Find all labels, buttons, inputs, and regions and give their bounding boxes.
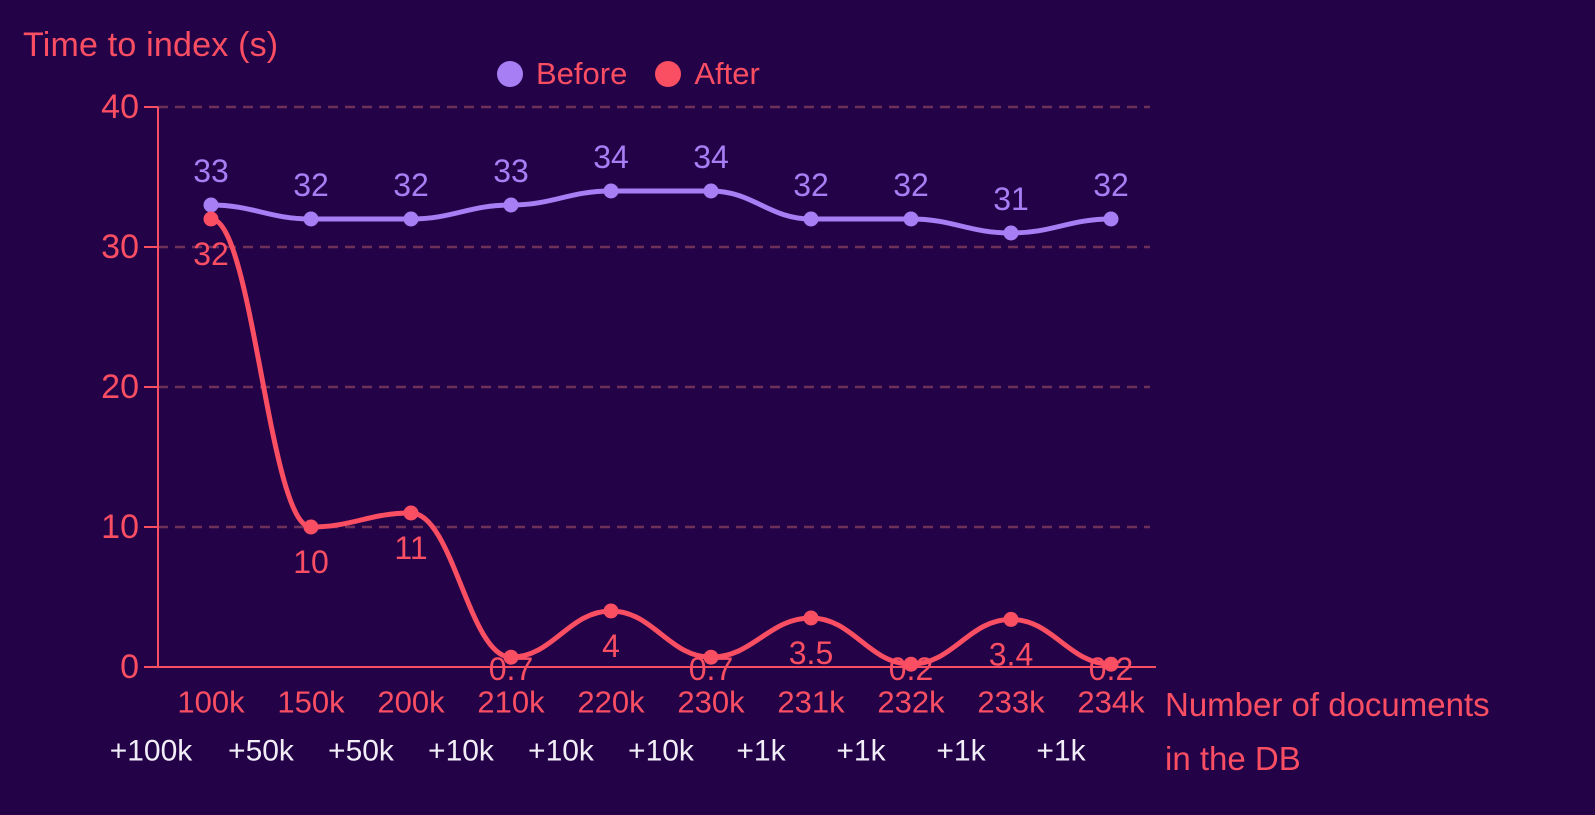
data-label-before: 32 — [793, 167, 829, 203]
delta-label: +1k — [1036, 735, 1086, 768]
data-label-before: 31 — [993, 181, 1029, 217]
legend-item-before: Before — [497, 56, 627, 92]
y-tick-label: 20 — [101, 368, 139, 406]
data-point-after — [1003, 611, 1019, 627]
legend-item-after: After — [655, 56, 760, 92]
data-label-before: 32 — [893, 167, 929, 203]
x-tick-label: 150k — [277, 685, 345, 720]
data-point-after — [203, 211, 219, 227]
data-label-after: 11 — [394, 530, 427, 566]
data-point-before — [303, 211, 319, 227]
data-point-before — [203, 197, 219, 213]
data-point-before — [403, 211, 419, 227]
data-label-before: 33 — [193, 153, 229, 189]
data-point-after — [703, 649, 719, 665]
legend-label-before: Before — [536, 56, 628, 91]
data-label-after: 0.7 — [689, 651, 733, 687]
y-tick-label: 0 — [120, 648, 139, 686]
x-axis-caption-line-2: in the DB — [1165, 740, 1301, 777]
legend-label-after: After — [694, 56, 760, 91]
data-point-after — [803, 610, 819, 626]
x-tick-label: 210k — [477, 685, 545, 720]
data-point-before — [603, 183, 619, 199]
delta-label: +1k — [836, 735, 886, 768]
x-tick-label: 231k — [777, 685, 845, 720]
x-tick-label: 230k — [677, 685, 745, 720]
x-tick-label: 200k — [377, 685, 445, 720]
data-point-before — [1003, 225, 1019, 241]
chart-title: Time to index (s) — [23, 26, 279, 64]
data-label-before: 32 — [1093, 167, 1129, 203]
data-point-after — [503, 649, 519, 665]
chart-legend: Before After — [497, 56, 760, 92]
data-label-before: 32 — [393, 167, 429, 203]
delta-label: +1k — [936, 735, 986, 768]
x-axis-caption-line-1: Number of documents — [1165, 686, 1490, 723]
data-label-after: 4 — [602, 628, 620, 664]
delta-label: +10k — [628, 735, 695, 768]
x-tick-label: 233k — [977, 685, 1045, 720]
y-tick-label: 30 — [101, 228, 139, 266]
x-tick-label: 220k — [577, 685, 645, 720]
delta-label: +50k — [228, 735, 295, 768]
x-axis-caption: Number of documents in the DB — [1165, 678, 1490, 786]
data-point-after — [1103, 656, 1119, 672]
data-point-before — [703, 183, 719, 199]
data-label-before: 33 — [493, 153, 529, 189]
data-label-after: 32 — [193, 236, 229, 272]
y-tick-label: 40 — [101, 88, 139, 126]
x-tick-label: 234k — [1077, 685, 1145, 720]
data-point-before — [503, 197, 519, 213]
data-point-after — [403, 505, 419, 521]
data-label-after: 10 — [293, 544, 329, 580]
data-label-after: 3.5 — [789, 635, 833, 671]
delta-label: +1k — [736, 735, 786, 768]
series-line-before — [208, 188, 1114, 236]
delta-label: +10k — [528, 735, 595, 768]
data-label-after: 0.2 — [1089, 651, 1133, 687]
data-point-after — [903, 656, 919, 672]
data-label-after: 0.7 — [489, 651, 533, 687]
data-label-after: 3.4 — [989, 636, 1033, 672]
delta-label: +100k — [110, 735, 194, 768]
x-tick-label: 100k — [177, 685, 245, 720]
delta-label: +10k — [428, 735, 495, 768]
x-tick-label: 232k — [877, 685, 945, 720]
data-label-after: 0.2 — [889, 651, 933, 687]
data-point-after — [303, 519, 319, 535]
data-point-before — [903, 211, 919, 227]
data-label-before: 34 — [593, 139, 629, 175]
delta-label: +50k — [328, 735, 395, 768]
series-line-after — [208, 216, 1114, 667]
data-point-after — [603, 603, 619, 619]
data-label-before: 34 — [693, 139, 729, 175]
y-tick-label: 10 — [101, 508, 139, 546]
legend-dot-after-icon — [655, 61, 682, 87]
legend-dot-before-icon — [497, 61, 523, 87]
data-point-before — [1103, 211, 1119, 227]
data-point-before — [803, 211, 819, 227]
data-label-before: 32 — [293, 167, 329, 203]
